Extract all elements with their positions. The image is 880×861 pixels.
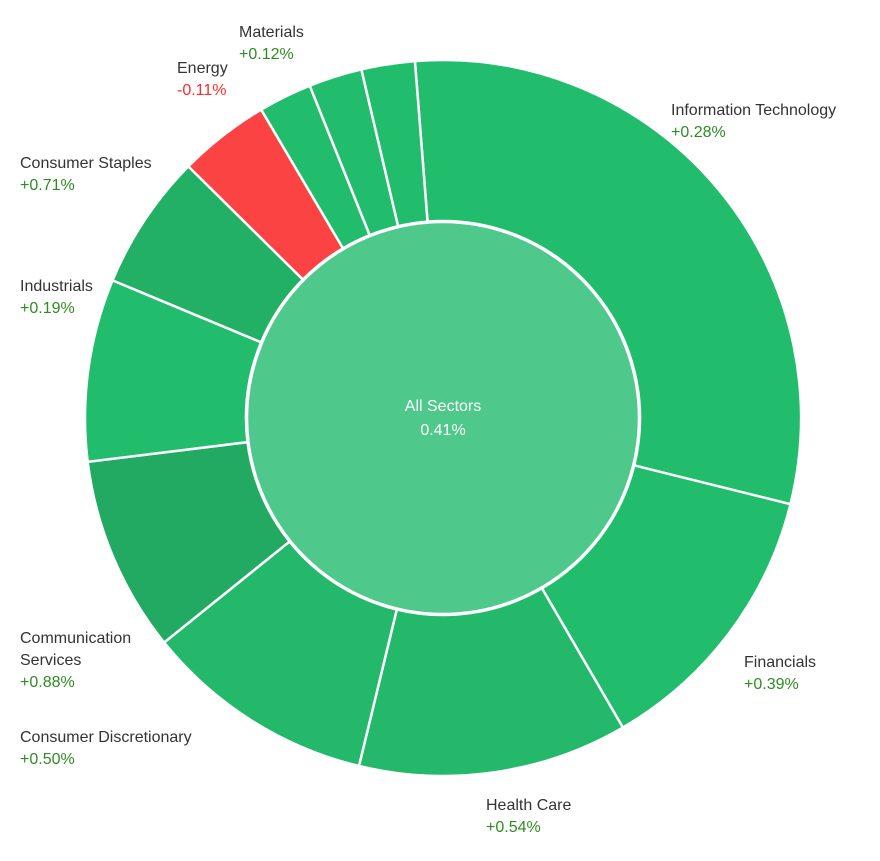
label-value: +0.71% <box>20 177 75 194</box>
label-energy: Energy -0.11% <box>177 60 228 99</box>
label-name: Consumer Discretionary <box>20 729 192 746</box>
label-name: Communication Services <box>20 630 131 669</box>
label-value: +0.88% <box>20 674 75 691</box>
label-value: +0.28% <box>671 124 726 141</box>
label-name: Financials <box>744 654 816 671</box>
label-value: +0.39% <box>744 676 799 693</box>
label-name: Information Technology <box>671 102 836 119</box>
label-consumer-discretionary: Consumer Discretionary +0.50% <box>20 729 192 768</box>
label-name: Energy <box>177 60 228 77</box>
label-communication-services: Communication Services +0.88% <box>20 630 131 691</box>
label-name: Health Care <box>486 797 571 814</box>
center-disc[interactable] <box>245 220 641 616</box>
label-value: +0.50% <box>20 751 75 768</box>
label-value: +0.54% <box>486 819 541 836</box>
label-value: +0.19% <box>20 300 75 317</box>
label-value: -0.11% <box>177 82 227 99</box>
center-value: 0.41% <box>420 422 465 439</box>
label-industrials: Industrials +0.19% <box>20 278 93 317</box>
label-name: Industrials <box>20 278 93 295</box>
label-value: +0.12% <box>239 46 294 63</box>
center-label: All Sectors <box>405 398 481 415</box>
label-health-care: Health Care +0.54% <box>486 797 571 836</box>
label-name: Consumer Staples <box>20 155 152 172</box>
label-materials: Materials +0.12% <box>239 24 304 63</box>
label-financials: Financials +0.39% <box>744 654 816 693</box>
label-information-technology: Information Technology +0.28% <box>671 102 836 141</box>
label-consumer-staples: Consumer Staples +0.71% <box>20 155 152 194</box>
label-name: Materials <box>239 24 304 41</box>
